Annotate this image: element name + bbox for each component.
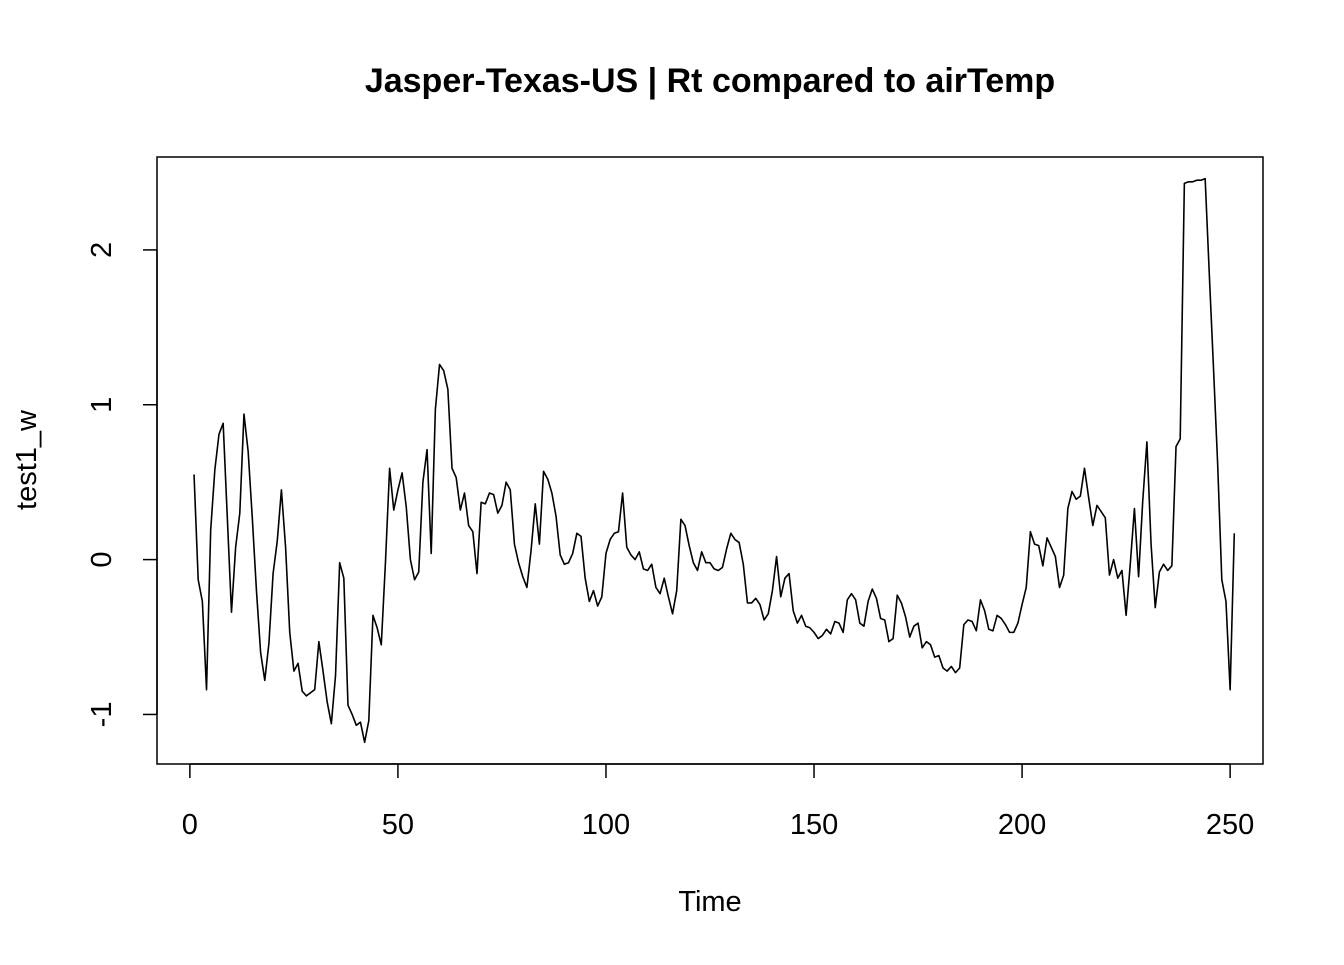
y-tick-label: 0 <box>86 552 118 568</box>
x-tick-label: 200 <box>998 809 1046 841</box>
x-tick-label: 250 <box>1206 809 1254 841</box>
x-axis-label: Time <box>678 886 741 918</box>
y-tick-label: 1 <box>86 397 118 413</box>
y-tick-label: -1 <box>86 702 118 728</box>
series-layer <box>193 177 1236 744</box>
series-line-0 <box>193 177 1236 744</box>
x-tick-label: 0 <box>182 809 198 841</box>
y-axis: -1 0 1 2 <box>86 242 158 728</box>
y-axis-label: test1_w <box>11 409 43 510</box>
x-tick-label: 150 <box>790 809 838 841</box>
x-tick-label: 50 <box>382 809 414 841</box>
x-axis: 0 50 100 150 200 250 <box>182 763 1254 841</box>
y-tick-label: 2 <box>86 242 118 258</box>
chart-title: Jasper-Texas-US | Rt compared to airTemp <box>365 62 1055 100</box>
x-tick-label: 100 <box>582 809 630 841</box>
